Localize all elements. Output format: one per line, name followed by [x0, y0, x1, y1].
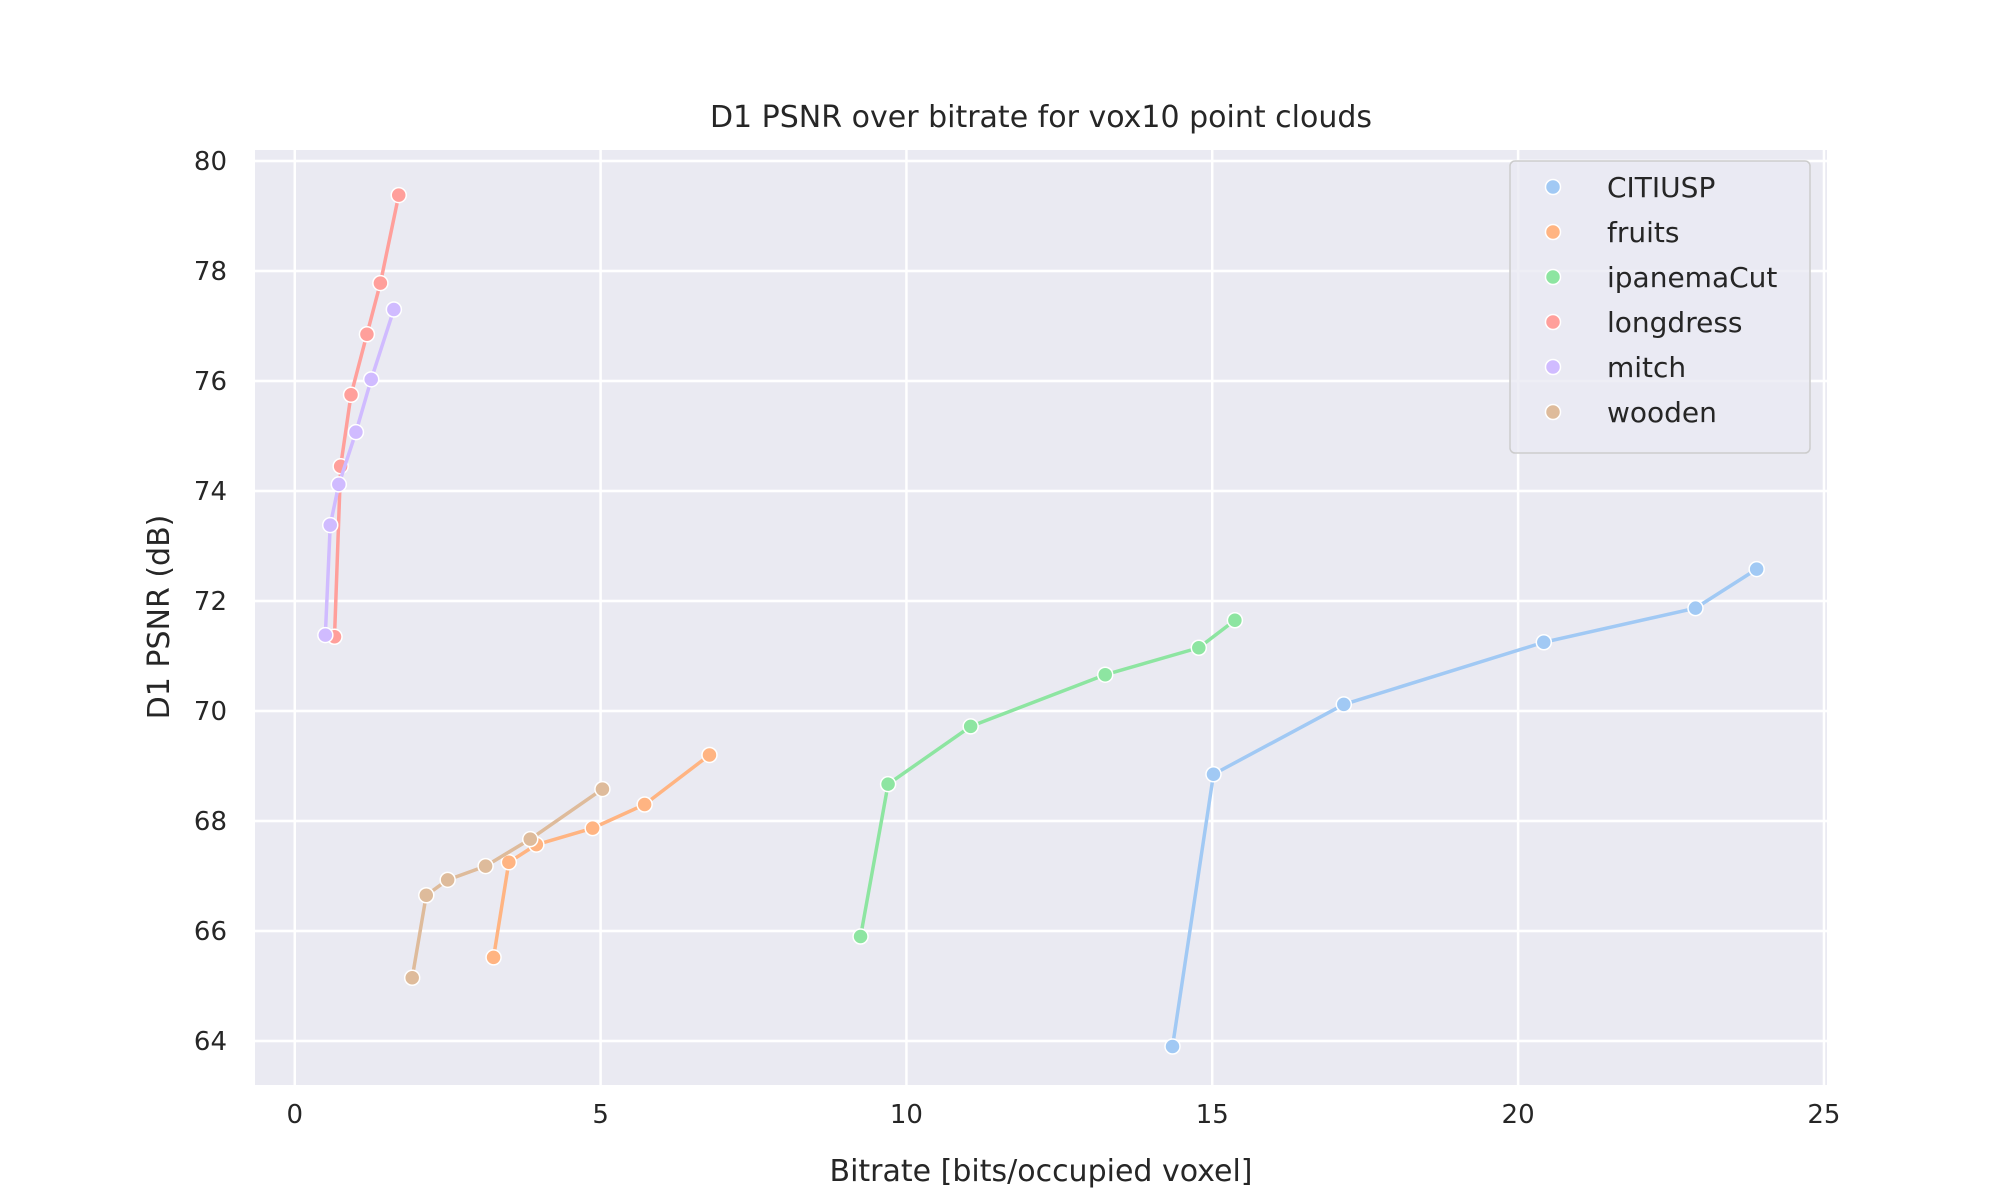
x-axis-label: Bitrate [bits/occupied voxel]	[829, 1154, 1252, 1189]
legend-item-longdress: longdress	[1544, 306, 1743, 339]
data-point-mitch	[321, 516, 339, 534]
data-point-wooden	[403, 969, 421, 986]
legend-frame	[1509, 160, 1811, 454]
data-point-wooden	[477, 857, 494, 875]
data-point-ipanemacut	[1190, 639, 1208, 656]
data-point-fruits	[485, 949, 502, 966]
series-line-mitch	[323, 307, 396, 637]
legend-label: CITIUSP	[1607, 171, 1715, 204]
x-tick-label: 25	[1807, 1100, 1840, 1130]
series-layer	[317, 186, 1765, 1055]
data-point-wooden	[439, 871, 456, 889]
data-point-fruits	[500, 854, 518, 871]
data-point-wooden	[594, 780, 611, 798]
data-point-citiusp	[1748, 560, 1765, 578]
y-tick-label: 80	[194, 147, 227, 177]
legend-label: longdress	[1607, 306, 1743, 339]
series-line-citiusp	[1170, 567, 1759, 1049]
tick-labels: 0 5 10 15 20 25 64 66 68 70 72 74 76 78 80	[194, 147, 1841, 1130]
legend-item-citiusp: CITIUSP	[1544, 171, 1715, 204]
data-point-ipanemacut	[879, 775, 897, 793]
data-point-mitch	[362, 371, 380, 388]
legend-label: fruits	[1607, 216, 1679, 249]
data-point-fruits	[584, 819, 601, 837]
series-line-longdress	[332, 193, 401, 639]
data-point-ipanemacut	[962, 718, 979, 735]
data-point-citiusp	[1535, 634, 1553, 651]
series-line-wooden	[410, 787, 605, 980]
legend-marker	[1544, 313, 1562, 331]
data-point-fruits	[636, 796, 653, 813]
data-point-fruits	[701, 746, 718, 764]
series-line-fruits	[491, 753, 712, 960]
legend-item-wooden: wooden	[1544, 396, 1717, 429]
legend-marker	[1544, 223, 1562, 241]
x-tick-label: 20	[1502, 1100, 1535, 1130]
series-wooden	[403, 780, 611, 986]
y-tick-label: 64	[194, 1027, 227, 1057]
legend-item-ipanemacut: ipanemaCut	[1544, 261, 1777, 294]
data-point-wooden	[522, 830, 539, 848]
x-tick-label: 5	[592, 1100, 609, 1130]
x-tick-label: 10	[890, 1100, 923, 1130]
series-fruits	[485, 746, 718, 966]
legend-label: mitch	[1607, 351, 1686, 384]
x-tick-label: 0	[286, 1100, 303, 1130]
series-ipanemacut	[852, 612, 1244, 945]
legend-marker	[1544, 178, 1562, 196]
data-point-mitch	[385, 301, 403, 318]
data-point-mitch	[347, 423, 365, 441]
data-point-ipanemacut	[1226, 612, 1244, 629]
y-axis-label: D1 PSNR (dB)	[142, 515, 177, 720]
legend-marker	[1544, 403, 1562, 421]
grid-lines	[255, 150, 1827, 1085]
legend-marker	[1544, 358, 1562, 376]
data-point-longdress	[372, 274, 389, 292]
data-point-ipanemacut	[852, 928, 869, 945]
y-tick-label: 74	[194, 477, 227, 507]
legend-marker	[1544, 268, 1562, 286]
y-tick-label: 70	[194, 697, 227, 727]
x-tick-label: 15	[1196, 1100, 1229, 1130]
legend: CITIUSP fruits ipanemaCut longdress mitch woo…	[1509, 160, 1811, 454]
data-point-ipanemacut	[1096, 666, 1114, 683]
series-citiusp	[1164, 560, 1765, 1055]
data-point-citiusp	[1335, 696, 1353, 713]
legend-label: ipanemaCut	[1607, 261, 1777, 294]
data-point-longdress	[342, 386, 360, 403]
y-tick-label: 68	[194, 807, 227, 837]
data-point-longdress	[390, 186, 407, 204]
legend-item-mitch: mitch	[1544, 351, 1686, 384]
data-point-citiusp	[1164, 1038, 1181, 1055]
data-point-citiusp	[1687, 599, 1704, 617]
y-tick-label: 72	[194, 587, 227, 617]
series-mitch	[317, 301, 403, 644]
data-point-wooden	[418, 887, 435, 904]
chart-title: D1 PSNR over bitrate for vox10 point clo…	[710, 100, 1372, 135]
y-tick-label: 66	[194, 917, 227, 947]
y-tick-label: 78	[194, 257, 227, 287]
legend-item-fruits: fruits	[1544, 216, 1679, 249]
data-point-longdress	[358, 326, 376, 343]
y-tick-label: 76	[194, 367, 227, 397]
data-point-mitch	[317, 626, 334, 644]
legend-label: wooden	[1607, 396, 1717, 429]
data-point-citiusp	[1205, 766, 1222, 783]
data-point-mitch	[330, 476, 348, 493]
